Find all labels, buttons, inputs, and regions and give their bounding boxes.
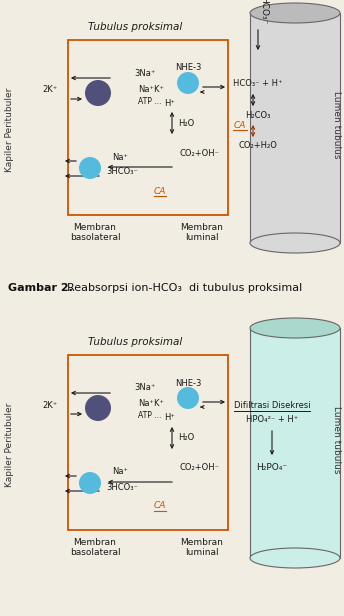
Text: 3HCO₃⁻: 3HCO₃⁻ [106, 482, 138, 492]
Text: CA: CA [154, 187, 166, 195]
Bar [250, 328, 340, 558]
Text: Kapiler Peritubuler: Kapiler Peritubuler [6, 88, 14, 172]
Circle shape [79, 157, 101, 179]
Text: ATP ...: ATP ... [138, 97, 161, 105]
Text: Na⁺: Na⁺ [112, 153, 128, 161]
Text: NHE-3: NHE-3 [175, 63, 201, 73]
Text: CO₂+OH⁻: CO₂+OH⁻ [180, 148, 220, 158]
Text: Membran
basolateral: Membran basolateral [70, 223, 120, 243]
Circle shape [85, 395, 111, 421]
Ellipse shape [250, 233, 340, 253]
Text: H₂CO₃: H₂CO₃ [245, 110, 271, 120]
Text: Membran
luminal: Membran luminal [181, 538, 224, 557]
Text: CO₂+H₂O: CO₂+H₂O [238, 142, 278, 150]
Text: Na⁺K⁺: Na⁺K⁺ [138, 400, 164, 408]
Circle shape [177, 72, 199, 94]
Text: Na⁺K⁺: Na⁺K⁺ [138, 84, 164, 94]
Text: HPO₄²⁻ + H⁺: HPO₄²⁻ + H⁺ [246, 416, 298, 424]
Circle shape [85, 80, 111, 106]
Text: H⁺: H⁺ [164, 99, 175, 108]
Ellipse shape [250, 548, 340, 568]
Text: H₂O: H₂O [178, 434, 194, 442]
Text: HCO₃⁻ + H⁺: HCO₃⁻ + H⁺ [233, 78, 283, 87]
Text: Reabsorpsi ion-HCO₃  di tubulus proksimal: Reabsorpsi ion-HCO₃ di tubulus proksimal [60, 283, 302, 293]
Circle shape [79, 472, 101, 494]
Text: 3Na⁺: 3Na⁺ [134, 68, 156, 78]
Ellipse shape [250, 3, 340, 23]
Text: Tubulus proksimal: Tubulus proksimal [88, 337, 182, 347]
Text: Gambar 2.: Gambar 2. [8, 283, 73, 293]
Bar [250, 13, 340, 243]
Text: Lumen tubulus: Lumen tubulus [333, 91, 342, 159]
Ellipse shape [250, 318, 340, 338]
Bar [68, 355, 228, 530]
Text: 2K⁺: 2K⁺ [42, 86, 58, 94]
Text: CA: CA [154, 501, 166, 511]
Bar [68, 40, 228, 215]
Text: H₂PO₄⁻: H₂PO₄⁻ [256, 463, 288, 471]
Text: Membran
luminal: Membran luminal [181, 223, 224, 243]
Text: Lumen tubulus: Lumen tubulus [333, 406, 342, 474]
Text: CA: CA [234, 121, 246, 129]
Text: 3Na⁺: 3Na⁺ [134, 384, 156, 392]
Text: HCO₃⁻: HCO₃⁻ [259, 0, 268, 24]
Text: NHE-3: NHE-3 [175, 378, 201, 387]
Text: Na⁺: Na⁺ [112, 468, 128, 477]
Text: H⁺: H⁺ [164, 413, 175, 423]
Text: H₂O: H₂O [178, 118, 194, 128]
Text: ATP ...: ATP ... [138, 411, 161, 421]
Text: 2K⁺: 2K⁺ [42, 400, 58, 410]
Text: Tubulus proksimal: Tubulus proksimal [88, 22, 182, 32]
Text: 3HCO₃⁻: 3HCO₃⁻ [106, 168, 138, 177]
Text: Kapiler Peritubuler: Kapiler Peritubuler [6, 403, 14, 487]
Text: Membran
basolateral: Membran basolateral [70, 538, 120, 557]
Circle shape [177, 387, 199, 409]
Text: Difiltrasi Disekresi: Difiltrasi Disekresi [234, 400, 310, 410]
Text: CO₂+OH⁻: CO₂+OH⁻ [180, 463, 220, 472]
